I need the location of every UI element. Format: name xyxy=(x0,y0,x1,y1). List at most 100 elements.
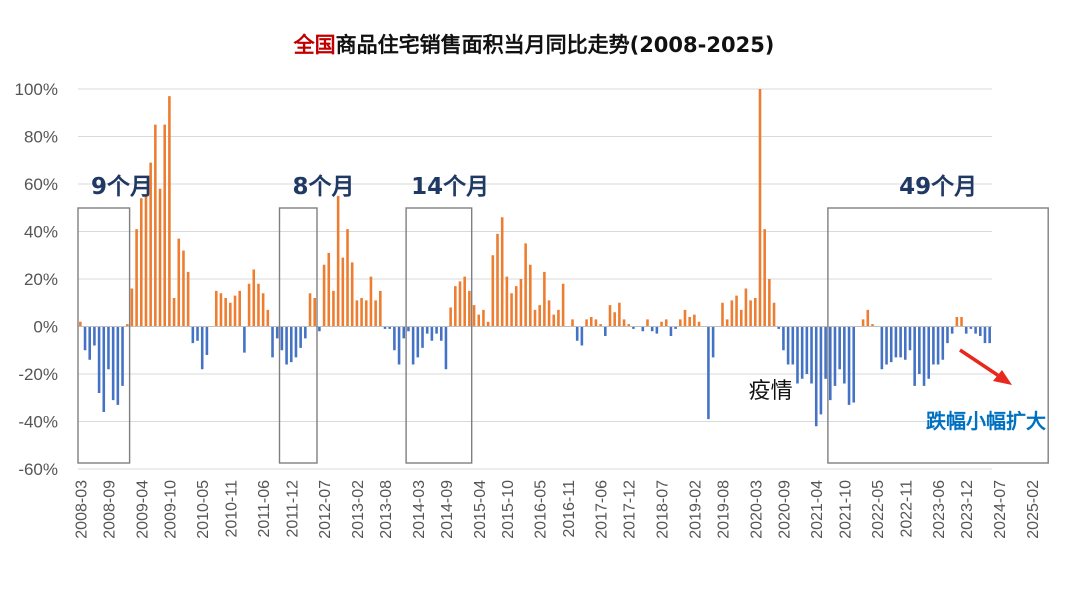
bar xyxy=(594,319,598,327)
bar xyxy=(646,319,649,327)
bar xyxy=(482,309,485,327)
bar xyxy=(978,326,982,336)
bar xyxy=(205,326,209,355)
bar xyxy=(847,326,851,405)
y-tick-label: 40% xyxy=(24,223,58,242)
y-axis-ticks: 100% 80% 60% 40% 20% 0% -20% -40% -60% xyxy=(15,80,58,479)
bar xyxy=(435,326,438,334)
bar xyxy=(332,290,335,327)
x-tick-label: 2016-11 xyxy=(561,480,578,538)
bar xyxy=(79,321,82,327)
bar xyxy=(468,290,471,327)
bar xyxy=(829,326,832,401)
bar xyxy=(280,326,284,351)
bar xyxy=(510,293,513,327)
bar xyxy=(224,298,227,327)
bar xyxy=(266,309,270,327)
bar xyxy=(735,295,738,327)
bar xyxy=(969,326,973,329)
decline-note: 跌幅小幅扩大 xyxy=(926,409,1046,433)
bar xyxy=(383,326,387,329)
bar xyxy=(524,243,527,327)
bar xyxy=(711,326,715,358)
bar xyxy=(561,283,565,327)
x-tick-label: 2023-12 xyxy=(959,480,976,539)
bar xyxy=(200,326,204,370)
y-tick-label: -60% xyxy=(18,460,58,479)
bar xyxy=(800,326,804,379)
x-tick-label: 2011-12 xyxy=(284,480,301,538)
bar xyxy=(889,326,893,363)
bar xyxy=(641,326,645,332)
bar xyxy=(866,309,870,327)
bar xyxy=(261,293,265,327)
bar xyxy=(580,326,584,346)
x-tick-label: 2016-05 xyxy=(533,480,550,539)
bar xyxy=(177,238,181,327)
bar xyxy=(880,326,884,370)
bar xyxy=(322,264,326,327)
x-axis: 2008-03 2008-09 2009-04 2009-10 2010-05 2010-… xyxy=(73,326,1042,539)
bar xyxy=(805,326,809,374)
y-tick-label: -20% xyxy=(18,365,58,384)
bar xyxy=(763,229,766,327)
bar xyxy=(749,300,752,327)
bar xyxy=(927,326,931,379)
bar xyxy=(871,324,874,327)
bar xyxy=(421,326,424,348)
bar xyxy=(946,326,949,344)
bar xyxy=(547,300,551,327)
x-tick-label: 2008-09 xyxy=(102,480,119,539)
y-tick-label: 60% xyxy=(24,175,58,194)
bar xyxy=(454,286,457,327)
chart-title-highlight: 全国 xyxy=(293,33,336,57)
x-tick-label: 2019-02 xyxy=(687,480,704,539)
bar xyxy=(941,326,945,360)
bar xyxy=(135,229,138,327)
x-tick-label: 2014-09 xyxy=(439,480,456,539)
x-tick-label: 2019-08 xyxy=(716,480,733,539)
bar xyxy=(271,326,274,358)
bar xyxy=(294,326,298,358)
bar xyxy=(899,326,902,358)
bar xyxy=(768,279,771,327)
bar xyxy=(754,298,757,327)
x-tick-label: 2021-04 xyxy=(809,480,826,539)
bar xyxy=(496,233,499,327)
period-box xyxy=(77,207,131,464)
bar xyxy=(838,326,841,370)
bar xyxy=(988,326,991,344)
bar xyxy=(299,326,302,348)
bar xyxy=(458,281,462,327)
bar xyxy=(613,312,616,327)
bar xyxy=(219,293,223,327)
bar xyxy=(191,326,195,344)
bar xyxy=(739,309,743,327)
bar xyxy=(158,188,162,327)
bar xyxy=(519,279,523,327)
bar xyxy=(486,321,490,327)
chart-title: 全国商品住宅销售面积当月同比走势(2008-2025) xyxy=(293,33,775,57)
bar xyxy=(275,326,279,339)
bar xyxy=(369,276,373,327)
bar xyxy=(121,326,124,386)
bar xyxy=(983,326,987,344)
bar xyxy=(116,326,120,405)
bar xyxy=(950,326,954,334)
bar xyxy=(552,314,556,327)
bar xyxy=(955,317,959,327)
bar xyxy=(810,326,813,384)
bar xyxy=(861,319,865,327)
bar xyxy=(388,326,391,329)
bar xyxy=(608,305,612,327)
bar xyxy=(604,326,607,336)
bar xyxy=(918,326,921,374)
bar xyxy=(538,305,541,327)
bar xyxy=(430,326,434,341)
bar xyxy=(843,326,846,384)
bar xyxy=(505,276,509,327)
bar xyxy=(782,326,785,351)
x-tick-label: 2009-10 xyxy=(162,480,179,539)
bar xyxy=(772,302,776,327)
x-tick-label: 2008-03 xyxy=(73,480,90,539)
